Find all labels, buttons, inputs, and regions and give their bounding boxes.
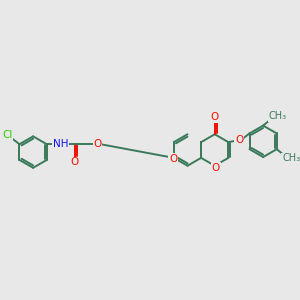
Text: O: O [235,135,243,145]
Text: CH₃: CH₃ [268,112,287,122]
Text: Cl: Cl [2,130,13,140]
Text: O: O [71,158,79,167]
Text: O: O [211,112,219,122]
Text: NH: NH [52,139,68,149]
Text: O: O [169,154,177,164]
Text: O: O [94,139,102,149]
Text: CH₃: CH₃ [282,153,300,163]
Text: O: O [212,163,220,173]
